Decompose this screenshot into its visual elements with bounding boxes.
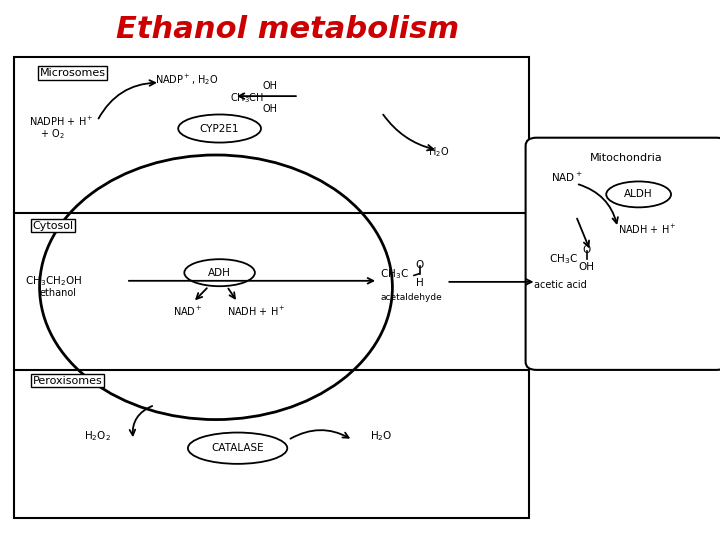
- Text: Cytosol: Cytosol: [32, 221, 73, 231]
- Text: H$_2$O: H$_2$O: [428, 145, 449, 159]
- Text: OH: OH: [263, 82, 278, 91]
- Text: ALDH: ALDH: [624, 190, 653, 199]
- Text: O: O: [415, 260, 424, 269]
- Text: NAD$^+$: NAD$^+$: [551, 171, 582, 184]
- Bar: [14, 57, 529, 518]
- FancyBboxPatch shape: [526, 138, 720, 370]
- Text: CH$_3$C: CH$_3$C: [549, 252, 577, 266]
- Text: H: H: [416, 279, 423, 288]
- Text: NADH + H$^+$: NADH + H$^+$: [618, 223, 677, 236]
- Text: NADP$^+$, H$_2$O: NADP$^+$, H$_2$O: [155, 72, 218, 87]
- Text: OH: OH: [263, 104, 278, 114]
- Text: + O$_2$: + O$_2$: [40, 127, 64, 141]
- Text: ADH: ADH: [208, 268, 231, 278]
- Text: acetaldehyde: acetaldehyde: [380, 293, 442, 301]
- Text: Mitochondria: Mitochondria: [590, 153, 663, 163]
- Text: Ethanol metabolism: Ethanol metabolism: [117, 15, 459, 44]
- Text: CH$_3$CH: CH$_3$CH: [230, 91, 264, 105]
- Text: CATALASE: CATALASE: [211, 443, 264, 453]
- Text: CH$_3$CH$_2$OH: CH$_3$CH$_2$OH: [25, 274, 82, 288]
- Text: O: O: [582, 245, 591, 255]
- Text: CH$_3$C: CH$_3$C: [380, 267, 409, 281]
- Text: OH: OH: [579, 262, 595, 272]
- Text: H$_2$O: H$_2$O: [370, 429, 393, 443]
- Text: CYP2E1: CYP2E1: [200, 124, 239, 133]
- Text: acetic acid: acetic acid: [534, 280, 587, 290]
- Text: Microsomes: Microsomes: [40, 68, 106, 78]
- Text: H$_2$O$_2$: H$_2$O$_2$: [84, 429, 111, 443]
- Text: NADPH + H$^+$: NADPH + H$^+$: [29, 115, 94, 128]
- Text: ethanol: ethanol: [40, 288, 76, 298]
- Text: Peroxisomes: Peroxisomes: [32, 376, 102, 386]
- Text: NADH + H$^+$: NADH + H$^+$: [227, 305, 286, 318]
- Text: NAD$^+$: NAD$^+$: [173, 305, 202, 318]
